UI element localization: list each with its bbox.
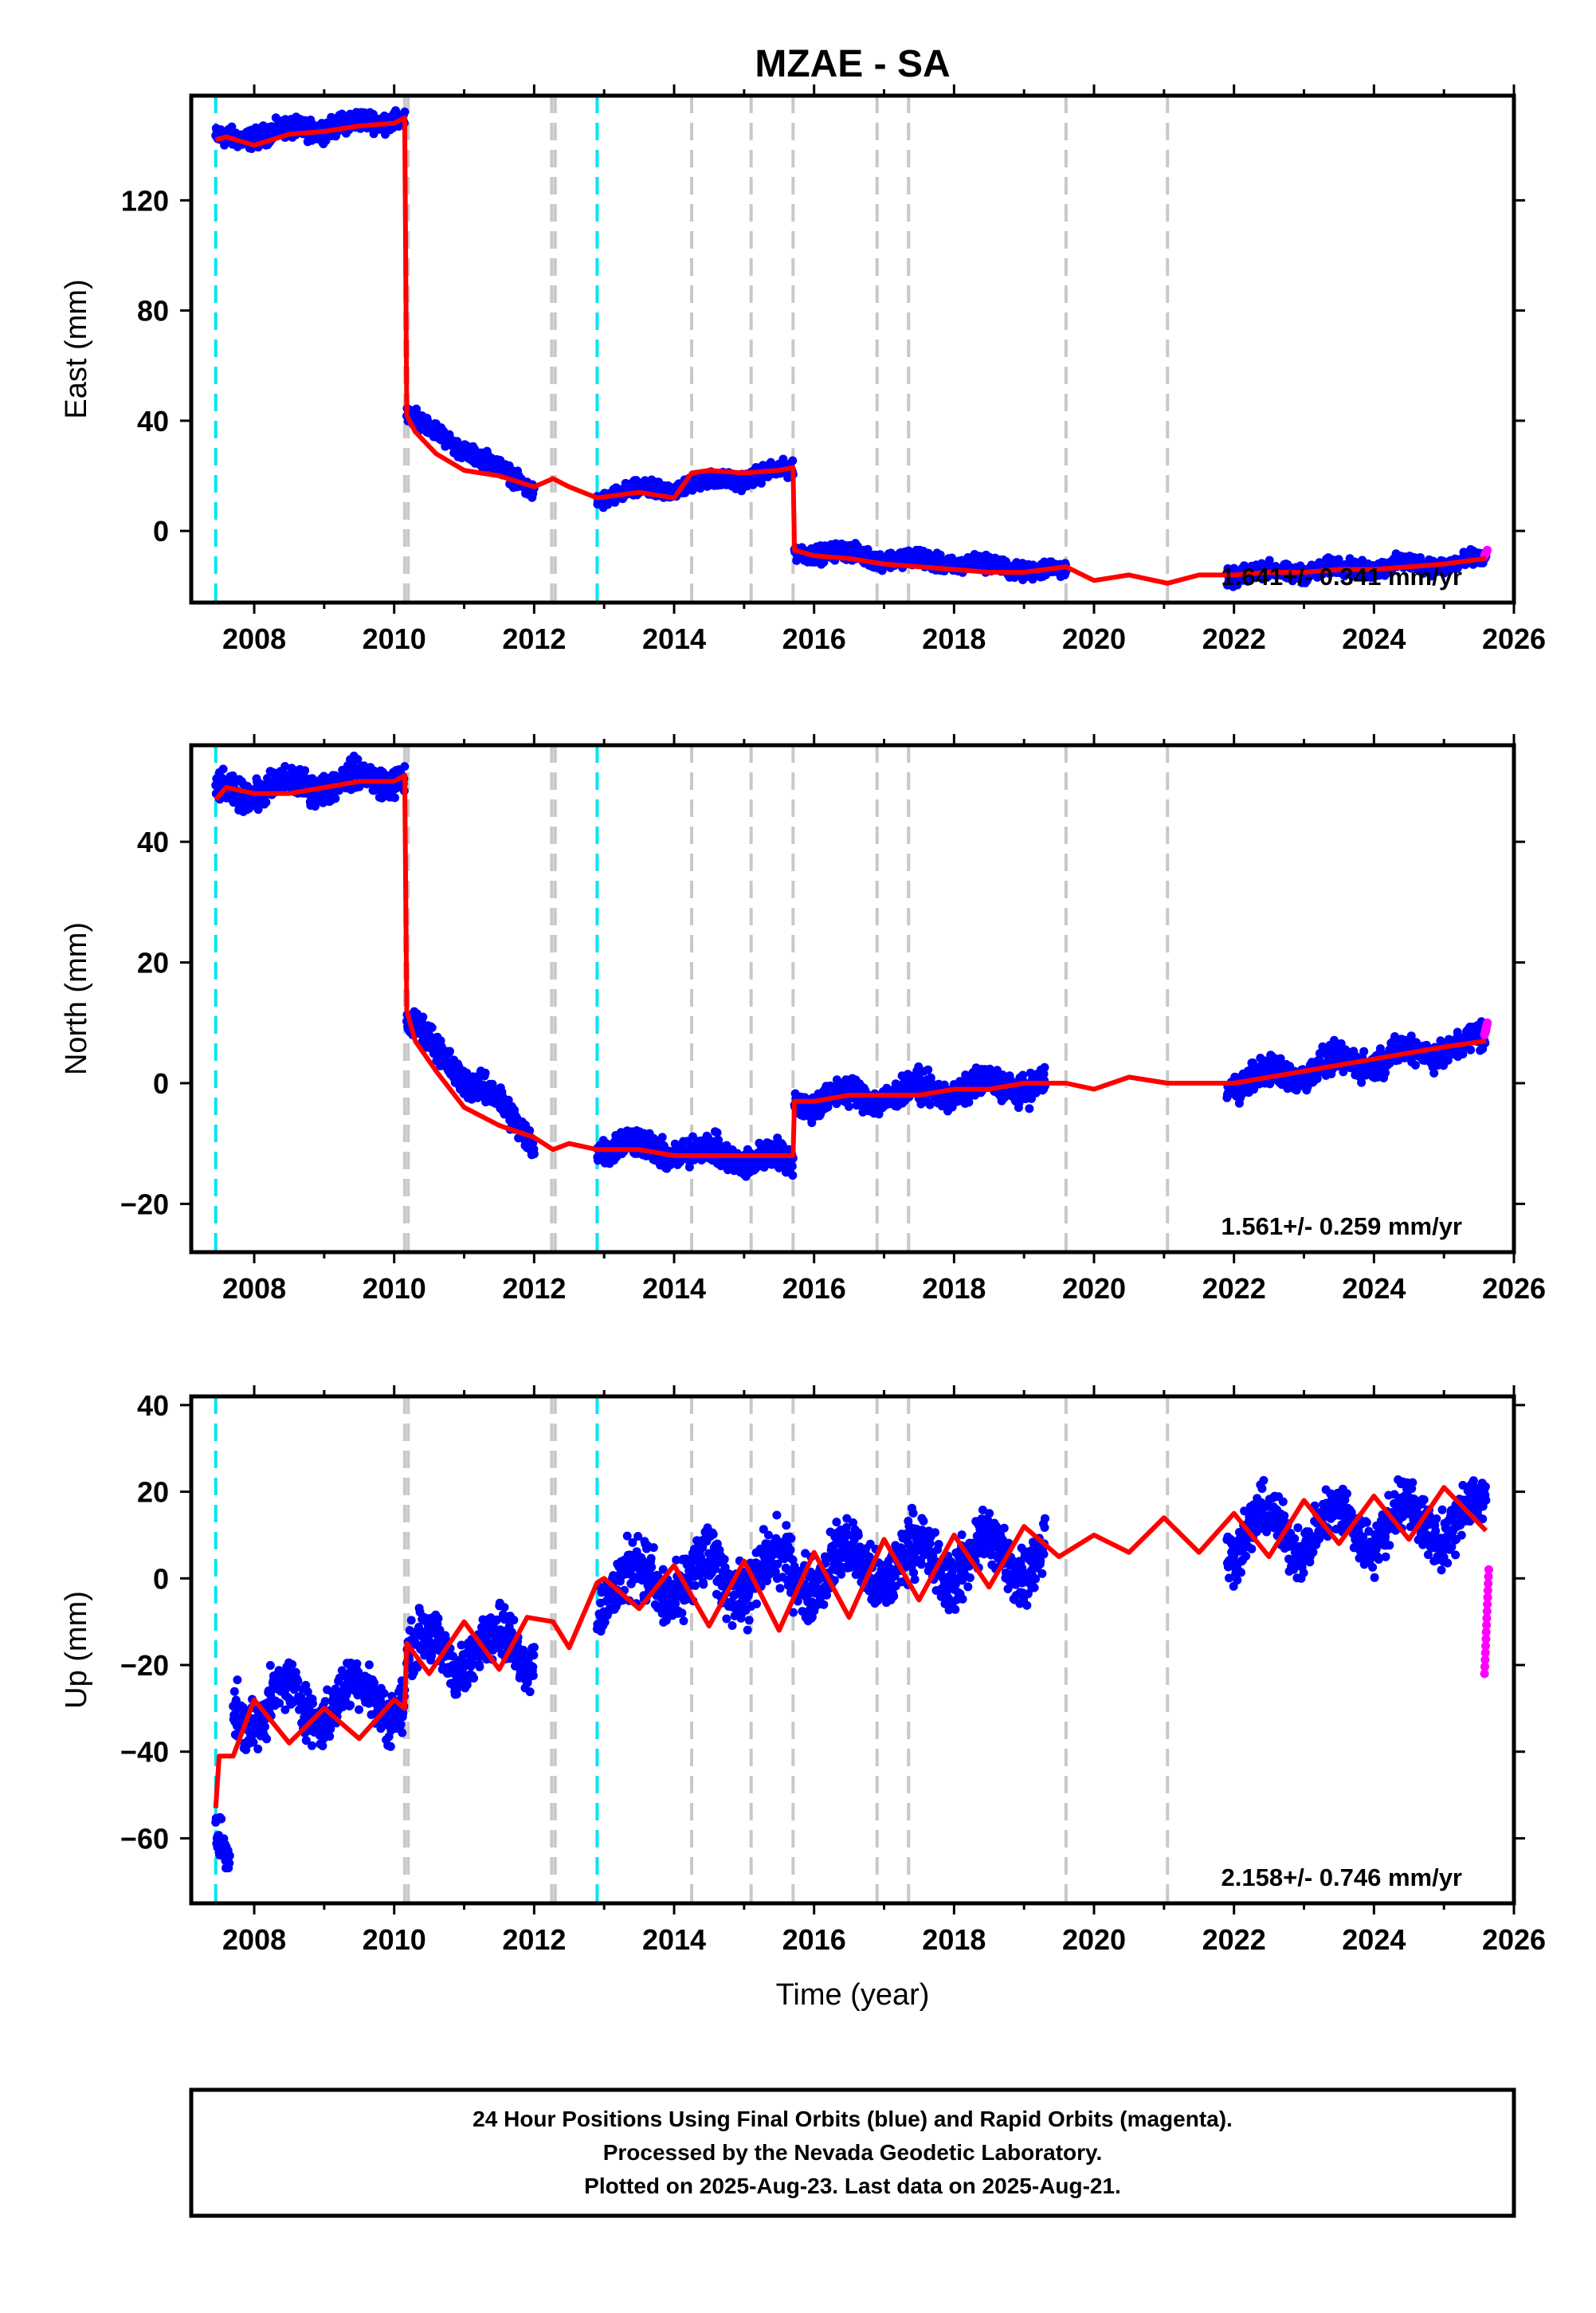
x-tick-label: 2008	[222, 622, 286, 655]
final-orbit-point	[1018, 1070, 1028, 1080]
plot-frame	[189, 93, 1516, 605]
final-orbit-point	[787, 1161, 797, 1171]
final-orbit-point	[1357, 1078, 1367, 1087]
velocity-rate-label: 1.641+/- 0.341 mm/yr	[1222, 563, 1462, 591]
final-orbit-point	[657, 1133, 667, 1142]
final-orbit-point	[390, 793, 399, 803]
x-tick-label: 2022	[1202, 622, 1266, 655]
final-orbit-point	[331, 794, 340, 803]
x-tick-label: 2024	[1342, 622, 1406, 655]
final-orbit-point	[218, 764, 228, 774]
final-orbit-point	[261, 798, 271, 807]
final-orbit-point	[712, 1128, 722, 1137]
figure-title: MZAE - SA	[755, 43, 950, 85]
final-orbit-point	[1416, 553, 1425, 562]
y-tick-label: 0	[153, 515, 169, 548]
final-orbit-point	[353, 755, 363, 764]
model-fit-line	[214, 115, 1487, 586]
final-orbit-point	[964, 1098, 974, 1107]
final-orbit-point	[684, 1162, 694, 1172]
y-axis-label: East (mm)	[60, 279, 93, 418]
final-orbit-point	[1359, 1047, 1369, 1056]
y-tick-label: 120	[121, 184, 169, 217]
final-orbit-point	[1025, 1104, 1034, 1113]
final-orbit-point	[1375, 1044, 1385, 1054]
final-orbit-point	[253, 805, 263, 815]
x-tick-label: 2010	[363, 622, 426, 655]
final-orbit-point	[1249, 1085, 1258, 1094]
east-panel: 2008 2010 2012 2014 2016 2018 2020 2022 2024 2026…	[60, 84, 1546, 655]
final-orbit-point	[844, 1102, 853, 1111]
final-orbit-point	[935, 550, 945, 560]
final-orbit-point	[400, 107, 410, 116]
final-orbit-point	[355, 782, 364, 791]
final-orbit-point	[280, 762, 290, 771]
final-orbit-point	[714, 1135, 723, 1145]
x-tick-label: 2020	[1062, 622, 1126, 655]
final-orbit-point	[788, 1171, 798, 1180]
y-tick-label: 80	[137, 295, 169, 328]
final-orbit-point	[1410, 1060, 1420, 1070]
final-orbit-point	[1040, 1062, 1049, 1072]
plot-area	[211, 745, 1492, 1252]
x-tick-label: 2026	[1482, 622, 1546, 655]
final-orbit-point	[418, 1012, 428, 1022]
x-tick-label: 2016	[782, 622, 846, 655]
x-tick-label: 2014	[642, 622, 706, 655]
final-orbit-point	[1039, 1069, 1049, 1078]
final-orbit-point	[925, 1100, 935, 1109]
final-orbit-point	[778, 454, 788, 464]
x-tick-label: 2018	[922, 622, 986, 655]
rapid-orbit-point	[1483, 545, 1492, 555]
final-orbit-point	[788, 456, 798, 465]
final-orbit-point	[923, 1065, 933, 1074]
final-orbit-point	[427, 1023, 437, 1032]
final-orbit-point	[400, 762, 410, 772]
plot-area	[211, 96, 1492, 603]
final-orbit-point	[1381, 1068, 1390, 1078]
north-panel: 2008 2010 2012 2014 2016 2018 2020 2022 2024 2026…	[60, 734, 1546, 1305]
final-orbit-point	[445, 1047, 454, 1056]
rapid-orbit-points	[1480, 545, 1492, 560]
x-tick-label: 2012	[502, 622, 566, 655]
y-tick-label: 40	[137, 405, 169, 438]
final-orbit-point	[300, 766, 310, 776]
final-orbit-point	[807, 1118, 817, 1128]
final-orbit-point	[926, 1073, 935, 1082]
final-orbit-point	[529, 1149, 539, 1159]
final-orbit-point	[1312, 1074, 1322, 1083]
final-orbit-point	[1276, 1054, 1285, 1063]
final-orbit-point	[641, 476, 649, 485]
final-orbit-point	[823, 1102, 833, 1112]
final-orbit-point	[480, 1068, 490, 1078]
